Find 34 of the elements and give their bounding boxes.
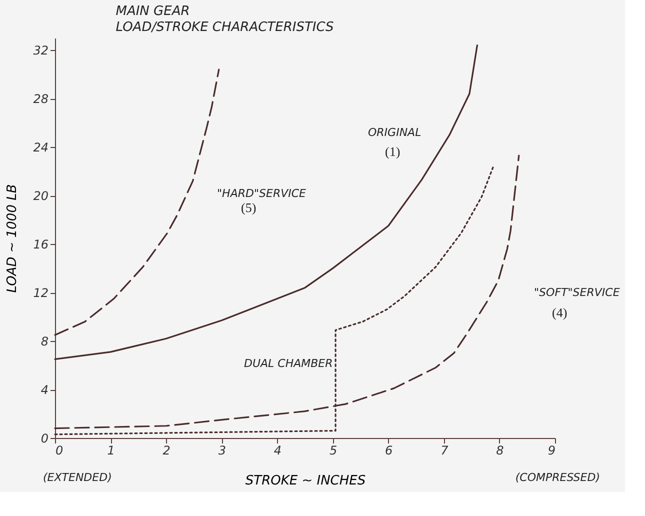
annotation: (5) — [241, 200, 256, 215]
text: (COMPRESSED) — [515, 471, 600, 484]
x-tick-label: 3 — [218, 444, 226, 458]
x-tick-label: 5 — [329, 444, 338, 458]
y-tick-label: 32 — [33, 44, 48, 58]
y-tick-label: 16 — [33, 238, 49, 252]
y-tick-label: 0 — [40, 432, 49, 446]
y-tick-label: 12 — [33, 286, 48, 300]
y-tick-label: 8 — [40, 334, 49, 349]
x-tick-label: 2 — [162, 444, 170, 458]
x-tick-label: 9 — [548, 444, 556, 458]
x-axis-title: STROKE ~ INCHES — [245, 474, 366, 488]
chart-title: MAIN GEAR — [116, 4, 190, 19]
line-series — [54, 44, 478, 360]
annotation: (1) — [385, 144, 400, 159]
x-tick-label: 6 — [385, 444, 394, 458]
x-tick-label: 0 — [56, 444, 64, 458]
y-tick-label: 4 — [40, 383, 48, 398]
y-tick-label: 24 — [33, 140, 48, 155]
annotation: (4) — [552, 305, 568, 320]
annotation: "HARD"SERVICE — [217, 187, 306, 200]
x-tick-label: 4 — [274, 444, 282, 458]
x-tick-label: 8 — [496, 444, 504, 458]
y-axis-title: LOAD ~ 1000 LB — [5, 184, 20, 293]
text: (EXTENDED) — [43, 471, 112, 484]
annotation: ORIGINAL — [368, 126, 422, 139]
annotation: DUAL CHAMBER — [244, 357, 333, 370]
line-series — [54, 68, 220, 336]
x-tick-label: 1 — [107, 444, 115, 458]
annotation: "SOFT"SERVICE — [534, 286, 620, 299]
y-tick-label: 28 — [33, 92, 49, 106]
y-tick-label: 20 — [33, 189, 49, 204]
chart-subtitle: LOAD/STROKE CHARACTERISTICS — [116, 20, 334, 35]
x-tick-label: 7 — [440, 444, 449, 458]
